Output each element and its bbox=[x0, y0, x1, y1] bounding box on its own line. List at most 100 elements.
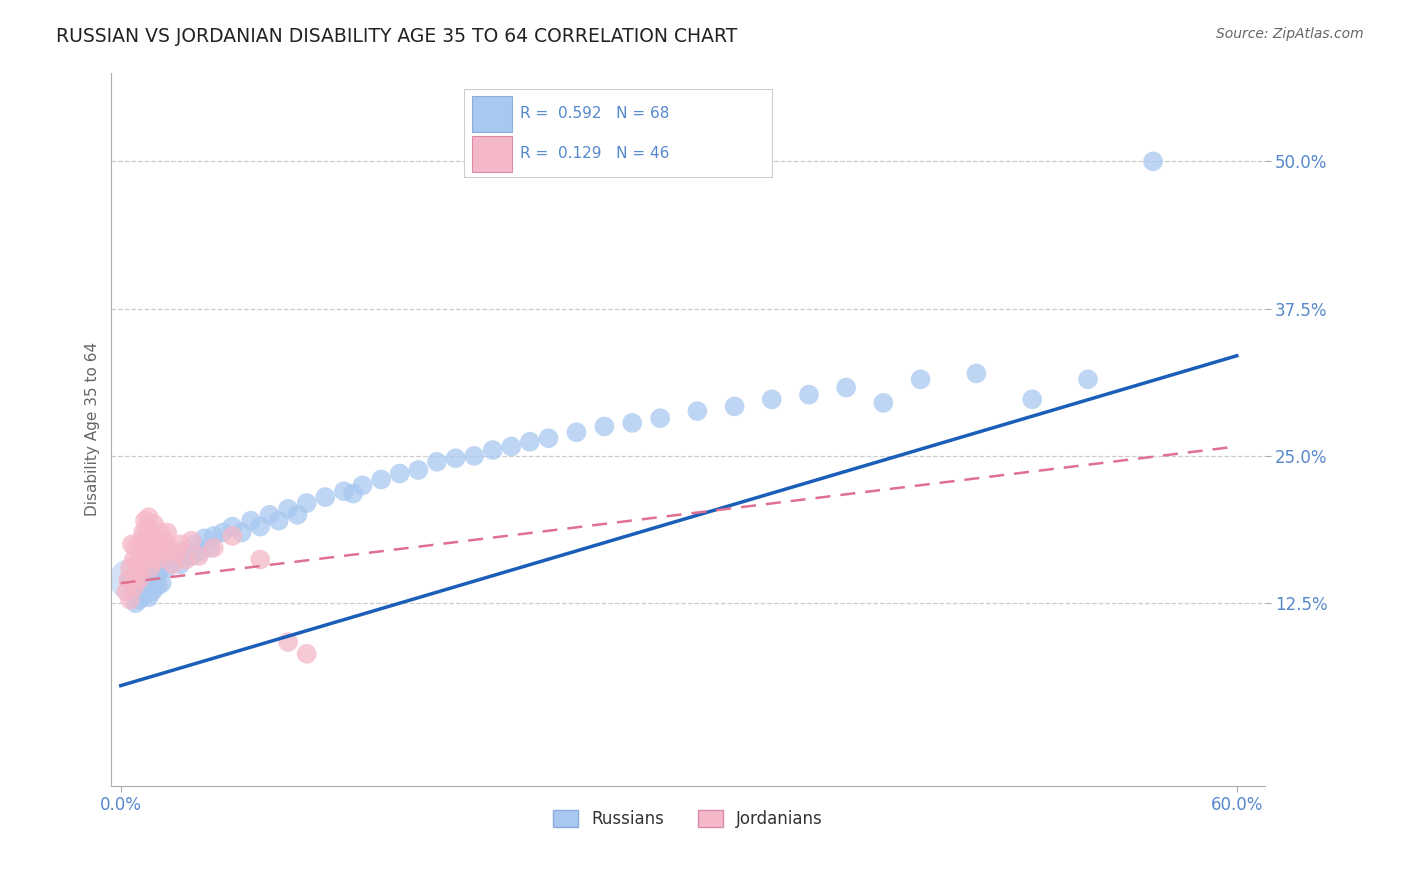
Point bbox=[501, 440, 523, 454]
Point bbox=[141, 549, 163, 563]
Point bbox=[295, 496, 318, 510]
Point bbox=[138, 591, 160, 605]
Point bbox=[145, 537, 167, 551]
Point bbox=[141, 584, 163, 599]
Point bbox=[231, 525, 253, 540]
Point bbox=[124, 596, 146, 610]
Point bbox=[122, 584, 145, 599]
Point bbox=[166, 545, 188, 559]
Point bbox=[146, 566, 169, 581]
Point bbox=[910, 372, 932, 386]
Point bbox=[143, 581, 166, 595]
Text: R =  0.129   N = 46: R = 0.129 N = 46 bbox=[520, 146, 669, 161]
Point bbox=[259, 508, 281, 522]
Point bbox=[128, 573, 150, 587]
Point bbox=[723, 400, 745, 414]
Point bbox=[127, 558, 149, 572]
Text: Source: ZipAtlas.com: Source: ZipAtlas.com bbox=[1216, 27, 1364, 41]
Point bbox=[174, 543, 197, 558]
Point bbox=[835, 380, 858, 394]
Point bbox=[155, 533, 177, 548]
Point bbox=[174, 552, 197, 566]
Point bbox=[202, 529, 225, 543]
Point bbox=[132, 569, 155, 583]
Point bbox=[444, 451, 467, 466]
Point bbox=[352, 478, 374, 492]
Point bbox=[1077, 372, 1099, 386]
Point bbox=[129, 561, 152, 575]
Point bbox=[132, 549, 155, 563]
Point bbox=[135, 581, 157, 595]
Text: RUSSIAN VS JORDANIAN DISABILITY AGE 35 TO 64 CORRELATION CHART: RUSSIAN VS JORDANIAN DISABILITY AGE 35 T… bbox=[56, 27, 738, 45]
Point bbox=[593, 419, 616, 434]
Point bbox=[134, 588, 156, 602]
Point bbox=[124, 569, 146, 583]
Point bbox=[797, 387, 820, 401]
Point bbox=[139, 573, 162, 587]
Point bbox=[135, 522, 157, 536]
Point bbox=[537, 431, 560, 445]
Point bbox=[408, 463, 430, 477]
Point bbox=[146, 552, 169, 566]
Point bbox=[221, 529, 243, 543]
Point bbox=[135, 545, 157, 559]
Point bbox=[342, 486, 364, 500]
Point bbox=[187, 549, 209, 563]
Point bbox=[139, 541, 162, 555]
Y-axis label: Disability Age 35 to 64: Disability Age 35 to 64 bbox=[86, 343, 100, 516]
Point bbox=[129, 533, 152, 548]
Point bbox=[761, 392, 783, 407]
Point bbox=[169, 537, 191, 551]
Point bbox=[117, 573, 139, 587]
Point bbox=[149, 525, 172, 540]
Text: R =  0.592   N = 68: R = 0.592 N = 68 bbox=[520, 106, 669, 121]
Point bbox=[221, 519, 243, 533]
Point bbox=[156, 525, 179, 540]
Point bbox=[249, 552, 271, 566]
Point bbox=[965, 367, 987, 381]
Point bbox=[333, 484, 356, 499]
Point bbox=[118, 573, 141, 587]
Point bbox=[249, 519, 271, 533]
Point bbox=[152, 545, 174, 559]
Point bbox=[388, 467, 411, 481]
Point bbox=[122, 552, 145, 566]
Point bbox=[202, 541, 225, 555]
Point bbox=[287, 508, 309, 522]
Point bbox=[128, 545, 150, 559]
Point bbox=[139, 561, 162, 575]
Point bbox=[277, 635, 299, 649]
Point bbox=[180, 549, 202, 563]
Point bbox=[370, 473, 392, 487]
Point bbox=[426, 455, 449, 469]
FancyBboxPatch shape bbox=[472, 95, 512, 131]
FancyBboxPatch shape bbox=[464, 89, 773, 178]
Point bbox=[118, 592, 141, 607]
Point bbox=[1142, 154, 1164, 169]
Point bbox=[239, 514, 262, 528]
Point bbox=[519, 434, 541, 449]
Point bbox=[118, 561, 141, 575]
Legend: Russians, Jordanians: Russians, Jordanians bbox=[547, 803, 830, 835]
Point bbox=[295, 647, 318, 661]
Point bbox=[122, 581, 145, 595]
Point bbox=[124, 541, 146, 555]
Point bbox=[118, 573, 141, 587]
Point bbox=[267, 514, 290, 528]
Point bbox=[138, 510, 160, 524]
Point bbox=[141, 529, 163, 543]
Point bbox=[481, 442, 503, 457]
Point bbox=[150, 537, 173, 551]
Point bbox=[872, 396, 894, 410]
Point bbox=[134, 514, 156, 528]
Point bbox=[138, 576, 160, 591]
Point bbox=[128, 578, 150, 592]
Point bbox=[138, 533, 160, 548]
Point bbox=[162, 555, 184, 569]
Point bbox=[143, 569, 166, 583]
Point bbox=[314, 490, 336, 504]
Point bbox=[1021, 392, 1043, 407]
Point bbox=[565, 425, 588, 440]
Point bbox=[463, 449, 485, 463]
Point bbox=[184, 537, 207, 551]
